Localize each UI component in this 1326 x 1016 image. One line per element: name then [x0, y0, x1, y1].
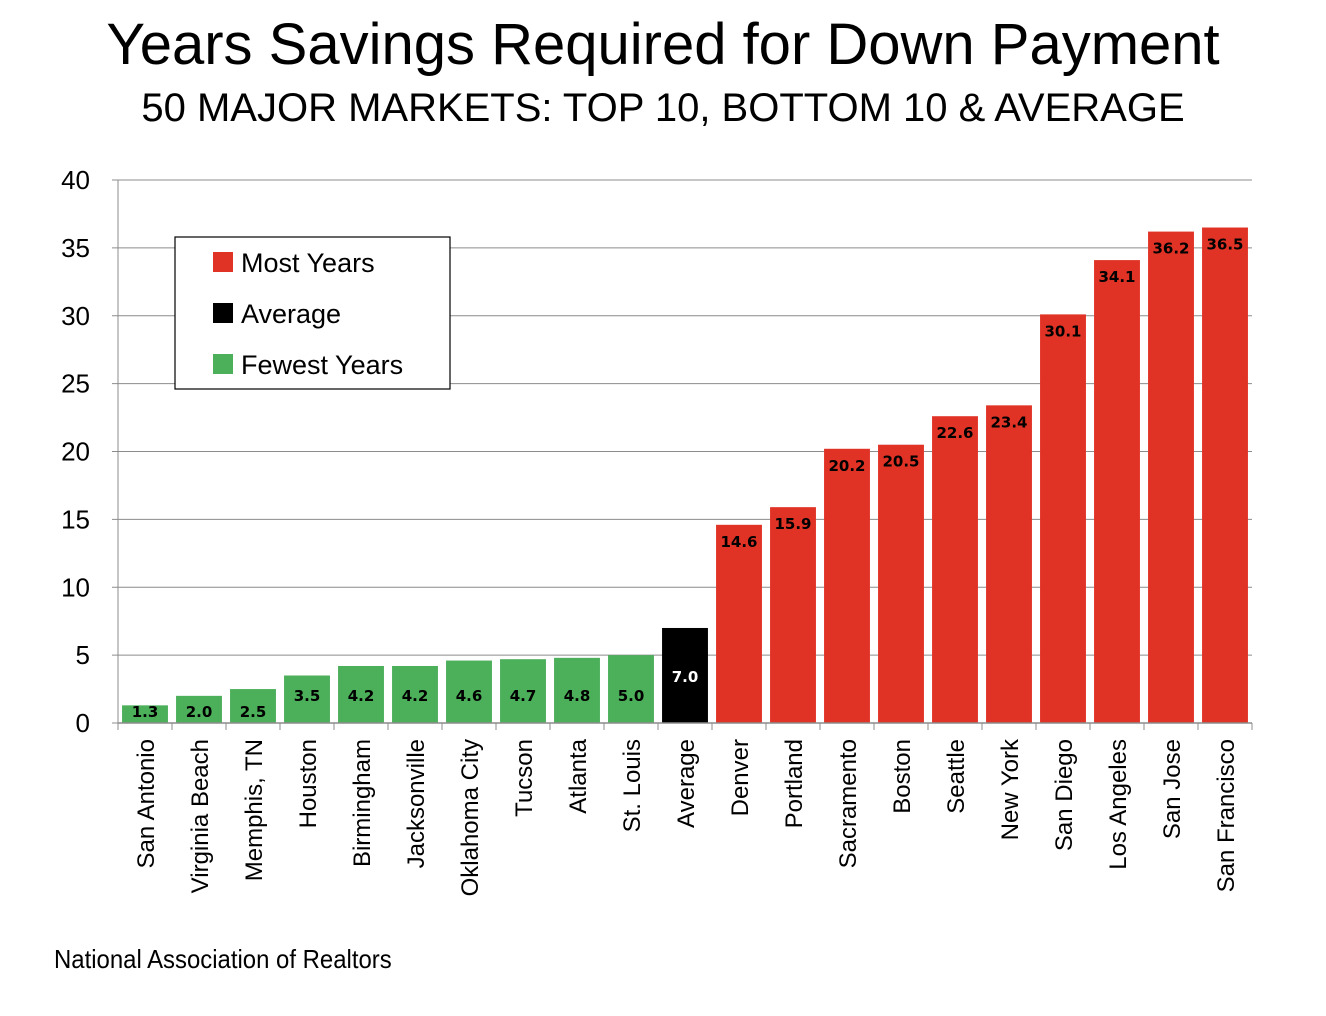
bar-4	[338, 665, 384, 723]
bar-8	[554, 657, 600, 723]
data-label-9: 5.0	[618, 687, 645, 705]
bar-11	[716, 524, 762, 723]
category-label-14: Boston	[889, 739, 916, 814]
category-label-11: Denver	[727, 739, 754, 816]
data-label-16: 23.4	[990, 413, 1027, 431]
source-note: National Association of Realtors	[54, 944, 392, 974]
bar-19	[1148, 231, 1194, 723]
bar-1	[176, 695, 222, 723]
bar-7	[500, 659, 546, 723]
chart-title: Years Savings Required for Down Payment	[106, 12, 1220, 77]
bar-16	[986, 405, 1032, 723]
data-label-2: 2.5	[240, 703, 267, 721]
category-label-19: San Jose	[1159, 739, 1186, 839]
bar-15	[932, 416, 978, 723]
data-label-7: 4.7	[510, 687, 537, 705]
category-label-15: Seattle	[943, 739, 970, 814]
data-label-17: 30.1	[1044, 322, 1081, 340]
category-label-12: Portland	[781, 739, 808, 828]
legend-swatch-fewest	[213, 354, 233, 374]
bar-20	[1202, 227, 1248, 723]
data-label-10: 7.0	[672, 668, 699, 686]
category-label-18: Los Angeles	[1105, 739, 1132, 870]
category-label-1: Virginia Beach	[187, 739, 214, 893]
data-label-14: 20.5	[882, 453, 919, 471]
category-label-5: Jacksonville	[403, 739, 430, 868]
y-tick-label: 40	[61, 165, 90, 195]
bar-18	[1094, 260, 1140, 723]
bars	[122, 227, 1248, 723]
bar-5	[392, 665, 438, 723]
category-label-2: Memphis, TN	[241, 739, 268, 881]
bar-2	[230, 689, 276, 723]
x-category-labels: San Antonio Virginia Beach Memphis, TN Hous…	[133, 738, 1240, 896]
data-label-1: 2.0	[186, 703, 213, 721]
data-label-3: 3.5	[294, 687, 321, 705]
y-tick-labels: 0 5 10 15 20 25 30 35 40	[61, 165, 90, 738]
bar-10	[662, 627, 708, 723]
category-label-10: Average	[673, 739, 700, 828]
data-label-0: 1.3	[132, 703, 159, 721]
bar-17	[1040, 314, 1086, 723]
y-tick-label: 0	[76, 708, 90, 738]
y-tick-label: 15	[61, 504, 90, 534]
chart-subtitle: 50 MAJOR MARKETS: TOP 10, BOTTOM 10 & AV…	[141, 86, 1185, 130]
data-label-6: 4.6	[456, 687, 483, 705]
category-label-8: Atlanta	[565, 738, 592, 813]
data-label-15: 22.6	[936, 424, 973, 442]
data-labels: 1.3 2.0 2.5 3.5 4.2 4.2 4.6 4.7 4.8 5.0 7.0 14.6 15.…	[132, 236, 1244, 721]
axes	[112, 179, 1253, 730]
category-label-20: San Francisco	[1213, 739, 1240, 892]
data-label-19: 36.2	[1152, 240, 1189, 258]
category-label-16: New York	[997, 738, 1024, 840]
legend-label-most: Most Years	[241, 248, 375, 278]
data-label-12: 15.9	[774, 515, 811, 533]
category-label-17: San Diego	[1051, 739, 1078, 851]
category-label-6: Oklahoma City	[457, 739, 484, 896]
y-tick-label: 5	[76, 640, 90, 670]
legend-label-fewest: Fewest Years	[241, 350, 403, 380]
data-label-20: 36.5	[1206, 236, 1243, 254]
data-label-4: 4.2	[348, 687, 375, 705]
y-tick-label: 20	[61, 437, 90, 467]
category-label-0: San Antonio	[133, 739, 160, 868]
bar-0	[122, 705, 168, 723]
bar-9	[608, 655, 654, 723]
y-tick-label: 35	[61, 233, 90, 263]
data-label-18: 34.1	[1098, 268, 1135, 286]
category-label-4: Birmingham	[349, 739, 376, 867]
data-label-13: 20.2	[828, 457, 865, 475]
legend-swatch-most	[213, 252, 233, 272]
y-tick-label: 10	[61, 572, 90, 602]
data-label-5: 4.2	[402, 687, 429, 705]
bar-12	[770, 507, 816, 723]
legend-swatch-average	[213, 303, 233, 323]
bar-14	[878, 444, 924, 723]
category-label-13: Sacramento	[835, 739, 862, 868]
legend: Most Years Average Fewest Years	[174, 236, 451, 390]
y-tick-label: 25	[61, 369, 90, 399]
category-label-3: Houston	[295, 739, 322, 828]
category-label-9: St. Louis	[619, 739, 646, 832]
y-tick-label: 30	[61, 301, 90, 331]
data-label-8: 4.8	[564, 687, 591, 705]
bar-3	[284, 675, 330, 723]
data-label-11: 14.6	[720, 533, 757, 551]
legend-label-average: Average	[241, 299, 341, 329]
bar-6	[446, 660, 492, 723]
category-label-7: Tucson	[511, 739, 538, 817]
bar-13	[824, 448, 870, 723]
